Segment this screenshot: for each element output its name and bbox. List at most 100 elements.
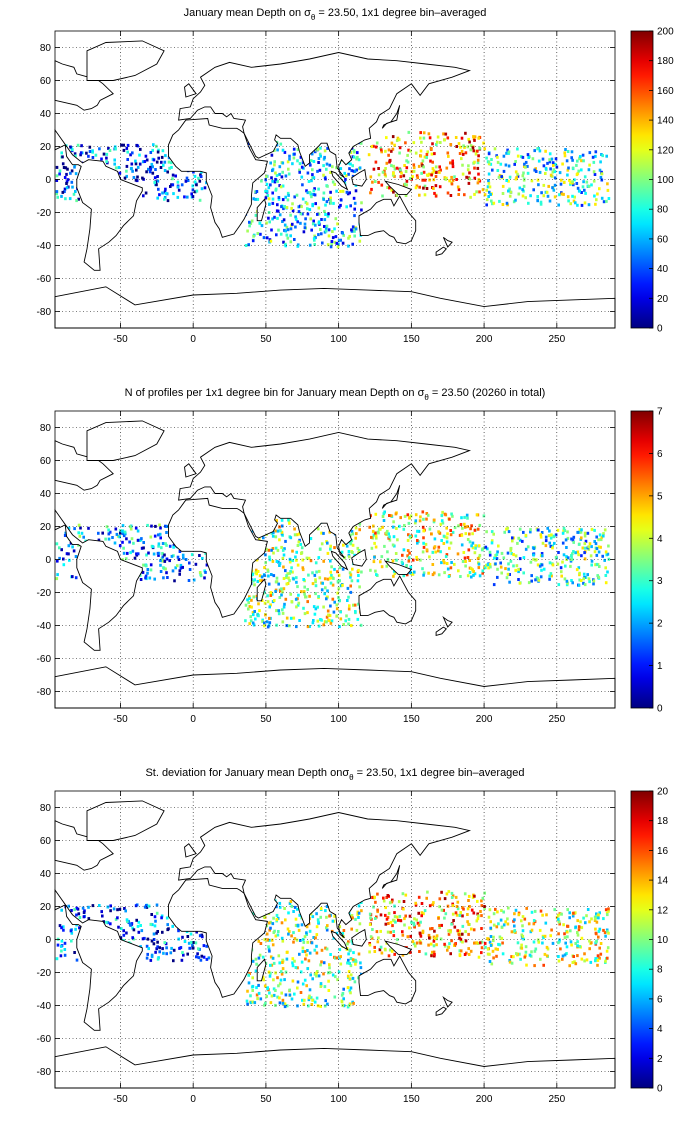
data-cell xyxy=(296,244,300,248)
data-cell xyxy=(574,551,577,555)
data-cell xyxy=(399,175,403,179)
data-cell xyxy=(348,948,352,952)
data-cell xyxy=(105,525,109,529)
data-cell xyxy=(439,937,443,941)
x-tick-label: 0 xyxy=(190,714,196,725)
data-cell xyxy=(459,937,463,941)
data-cell xyxy=(466,907,470,911)
data-cell xyxy=(337,238,341,242)
data-cell xyxy=(524,945,528,949)
data-cell xyxy=(161,542,165,545)
data-cell xyxy=(437,530,440,534)
data-cell xyxy=(368,525,371,529)
data-cell xyxy=(351,225,355,229)
data-cell xyxy=(273,215,276,219)
data-cell xyxy=(293,992,296,996)
data-cell xyxy=(256,232,260,235)
data-cell xyxy=(360,208,363,212)
data-cell xyxy=(605,199,608,203)
data-cell xyxy=(409,934,412,938)
data-cell xyxy=(487,179,490,183)
colorbar-tick-label: 18 xyxy=(657,816,669,827)
data-cell xyxy=(520,943,523,947)
data-cell xyxy=(372,905,375,909)
data-cell xyxy=(146,571,149,575)
data-cell xyxy=(518,557,522,561)
data-cell xyxy=(486,547,489,551)
data-cell xyxy=(97,538,101,542)
data-cell xyxy=(349,584,352,588)
data-cell xyxy=(287,576,290,580)
data-cell xyxy=(247,981,251,985)
data-cell xyxy=(412,921,415,925)
data-cell xyxy=(149,535,153,539)
data-cell xyxy=(280,991,283,995)
data-cell xyxy=(385,564,389,568)
data-cell xyxy=(487,172,491,176)
data-cell xyxy=(491,168,494,172)
data-cell xyxy=(532,188,535,192)
data-cell xyxy=(347,970,351,974)
data-cell xyxy=(245,999,249,1003)
data-cell xyxy=(546,947,550,951)
data-cell xyxy=(275,609,278,613)
data-cell xyxy=(270,548,273,552)
data-cell xyxy=(58,924,62,928)
data-cell xyxy=(467,932,470,936)
data-cell xyxy=(603,558,606,562)
data-cell xyxy=(299,542,303,546)
data-cell xyxy=(144,576,147,580)
data-cell xyxy=(398,524,401,528)
data-cell xyxy=(193,180,197,184)
y-tick-label: -80 xyxy=(37,307,52,318)
coastline xyxy=(168,118,268,238)
data-cell xyxy=(489,565,492,569)
data-cell xyxy=(377,531,380,535)
data-cell xyxy=(536,938,540,942)
data-cell xyxy=(306,191,310,195)
data-cell xyxy=(164,524,167,528)
data-cell xyxy=(151,545,155,549)
data-cell xyxy=(334,975,337,979)
data-cell xyxy=(350,939,354,943)
data-cell xyxy=(488,190,491,194)
data-cell xyxy=(349,991,352,995)
data-cell xyxy=(71,545,74,549)
data-cell xyxy=(427,571,430,575)
data-cell xyxy=(355,928,359,932)
data-cell xyxy=(565,945,569,949)
data-cell xyxy=(298,170,301,174)
data-cell xyxy=(122,546,125,550)
data-cell xyxy=(380,951,384,955)
data-cell xyxy=(582,577,585,581)
data-cell xyxy=(170,946,173,950)
data-cell xyxy=(205,944,208,948)
data-cell xyxy=(477,955,481,959)
data-cell xyxy=(271,956,275,960)
x-tick-label: 50 xyxy=(260,1094,272,1105)
data-cell xyxy=(463,953,467,956)
data-cell xyxy=(154,919,157,923)
data-cell xyxy=(470,575,473,579)
data-cell xyxy=(391,924,394,928)
data-cell xyxy=(156,940,159,944)
data-cell xyxy=(434,194,438,198)
data-cell xyxy=(428,527,432,531)
data-cell xyxy=(290,997,294,1001)
data-cell xyxy=(334,235,338,239)
data-cell xyxy=(161,555,165,559)
data-cell xyxy=(165,531,168,534)
data-cell xyxy=(353,980,357,984)
data-cell xyxy=(602,534,605,538)
data-cell xyxy=(422,131,426,135)
data-cell xyxy=(281,184,285,188)
data-cell xyxy=(545,190,549,194)
data-cell xyxy=(397,918,400,922)
data-cell xyxy=(129,167,133,171)
data-cell xyxy=(604,566,607,570)
data-cell xyxy=(324,586,327,590)
data-cell xyxy=(202,955,206,959)
data-cell xyxy=(457,569,460,573)
data-cell xyxy=(468,140,471,144)
data-cell xyxy=(121,540,124,544)
